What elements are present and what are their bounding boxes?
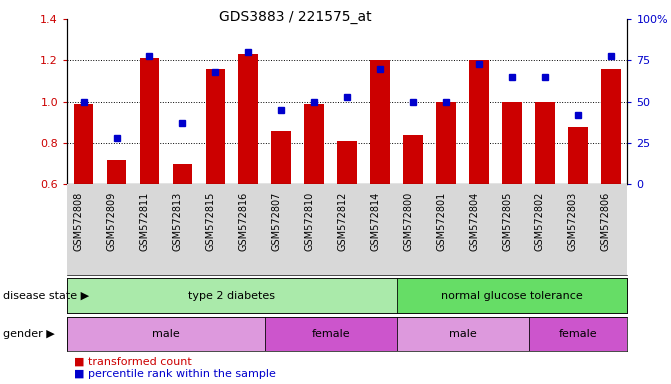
Text: GSM572801: GSM572801: [436, 192, 446, 251]
Bar: [397, 278, 627, 313]
Bar: [74, 104, 93, 184]
Text: GSM572809: GSM572809: [107, 192, 117, 251]
Bar: [469, 61, 489, 184]
Text: GSM572816: GSM572816: [238, 192, 248, 251]
Text: ■ transformed count: ■ transformed count: [74, 357, 191, 367]
Bar: [305, 104, 324, 184]
Text: GSM572814: GSM572814: [370, 192, 380, 251]
Bar: [529, 317, 627, 351]
Text: male: male: [449, 329, 476, 339]
Bar: [272, 131, 291, 184]
Bar: [568, 127, 588, 184]
Bar: [535, 102, 555, 184]
Bar: [338, 141, 357, 184]
Text: GSM572802: GSM572802: [535, 192, 545, 251]
Text: gender ▶: gender ▶: [3, 329, 55, 339]
Bar: [502, 102, 522, 184]
Text: disease state ▶: disease state ▶: [3, 291, 89, 301]
Text: GSM572815: GSM572815: [205, 192, 215, 251]
Bar: [397, 317, 529, 351]
Text: GSM572800: GSM572800: [403, 192, 413, 251]
Bar: [370, 61, 390, 184]
Bar: [601, 69, 621, 184]
Text: normal glucose tolerance: normal glucose tolerance: [441, 291, 583, 301]
Text: GSM572813: GSM572813: [172, 192, 183, 251]
Text: GSM572806: GSM572806: [601, 192, 611, 251]
Text: GSM572805: GSM572805: [502, 192, 512, 251]
Bar: [436, 102, 456, 184]
Text: GSM572808: GSM572808: [74, 192, 84, 251]
Text: GSM572803: GSM572803: [568, 192, 578, 251]
Text: ■ percentile rank within the sample: ■ percentile rank within the sample: [74, 369, 276, 379]
Text: GSM572812: GSM572812: [338, 192, 348, 251]
Text: male: male: [152, 329, 180, 339]
Text: female: female: [559, 329, 597, 339]
Text: GSM572804: GSM572804: [469, 192, 479, 251]
Bar: [205, 69, 225, 184]
Bar: [67, 317, 265, 351]
Bar: [172, 164, 193, 184]
Text: GSM572811: GSM572811: [140, 192, 150, 251]
Bar: [265, 317, 397, 351]
Text: GDS3883 / 221575_at: GDS3883 / 221575_at: [219, 10, 372, 23]
Text: type 2 diabetes: type 2 diabetes: [189, 291, 275, 301]
Bar: [140, 58, 160, 184]
Text: GSM572810: GSM572810: [304, 192, 314, 251]
Text: GSM572807: GSM572807: [271, 192, 281, 251]
Bar: [403, 135, 423, 184]
Text: female: female: [311, 329, 350, 339]
Bar: [67, 278, 397, 313]
Bar: [238, 54, 258, 184]
Bar: [107, 160, 126, 184]
